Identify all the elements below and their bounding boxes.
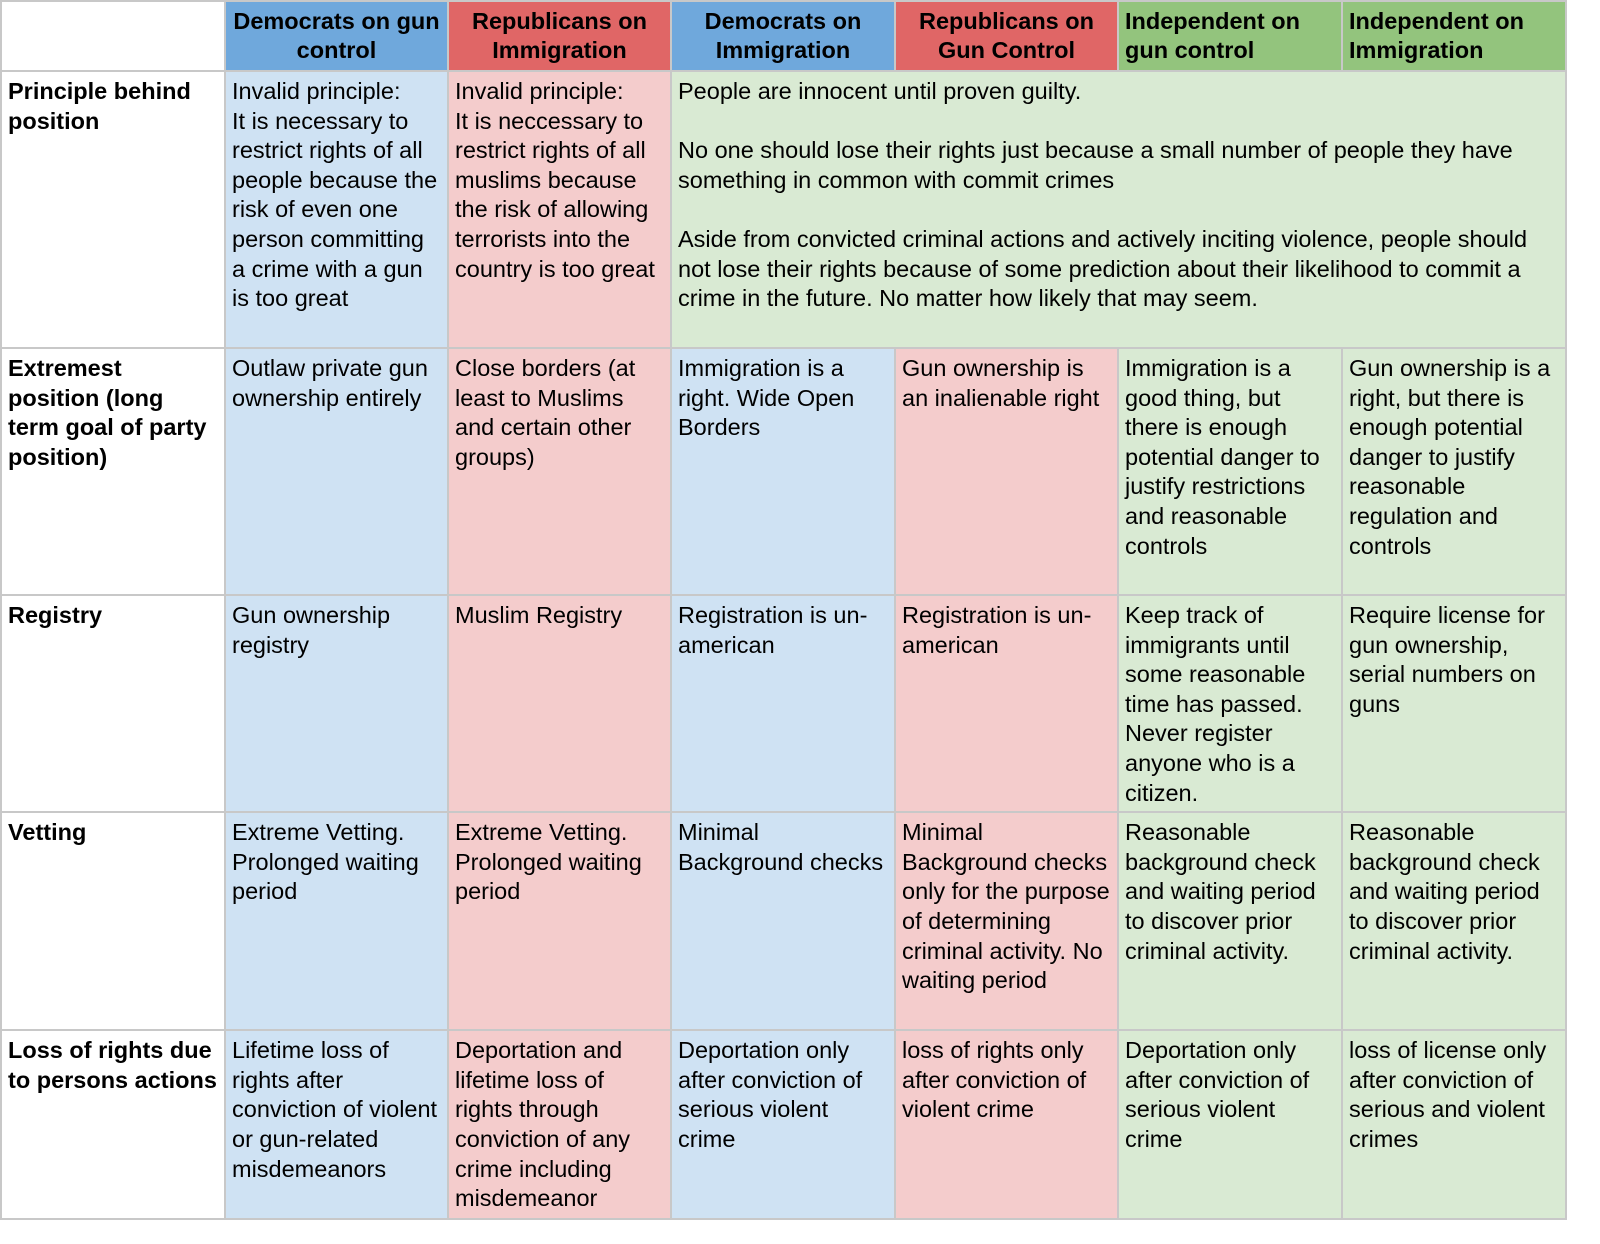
table-cell: Minimal Background checks only for the p… (894, 811, 1119, 1032)
row-label: Extremest position (long term goal of pa… (0, 347, 226, 596)
row-label: Registry (0, 593, 226, 814)
header-democrats-immigration: Democrats on Immigration (670, 0, 896, 72)
table-cell: Gun ownership is a right, but there is e… (1341, 347, 1567, 596)
row-label: Vetting (0, 811, 226, 1032)
table-cell: Extreme Vetting. Prolonged waiting perio… (224, 811, 449, 1032)
table-cell: Outlaw private gun ownership entirely (224, 347, 449, 596)
corner-cell (0, 0, 226, 72)
row-label: Loss of rights due to persons actions (0, 1029, 226, 1221)
table-cell: Deportation only after conviction of ser… (1117, 1029, 1343, 1221)
table-cell: Deportation only after conviction of ser… (670, 1029, 896, 1221)
table-cell: Invalid principle: It is neccessary to r… (447, 70, 672, 349)
party-positions-table: Democrats on gun control Republicans on … (0, 0, 1567, 1221)
table-row-loss-of-rights: Loss of rights due to persons actions Li… (0, 1029, 1567, 1221)
table-row-registry: Registry Gun ownership registry Muslim R… (0, 593, 1567, 814)
table-cell: Minimal Background checks (670, 811, 896, 1032)
table-cell: Keep track of immigrants until some reas… (1117, 593, 1343, 814)
header-republicans-immigration: Republicans on Immigration (447, 0, 672, 72)
table-cell: Gun ownership registry (224, 593, 449, 814)
table-cell: Immigration is a good thing, but there i… (1117, 347, 1343, 596)
table-cell: Registration is un-american (894, 593, 1119, 814)
table-row-extremest: Extremest position (long term goal of pa… (0, 347, 1567, 596)
table-cell: Deportation and lifetime loss of rights … (447, 1029, 672, 1221)
merged-principle-cell: People are innocent until proven guilty.… (670, 70, 1567, 349)
header-democrats-gun-control: Democrats on gun control (224, 0, 449, 72)
table-cell: Lifetime loss of rights after conviction… (224, 1029, 449, 1221)
table-cell: Reasonable background check and waiting … (1117, 811, 1343, 1032)
table-cell: Registration is un-american (670, 593, 896, 814)
table-cell: Gun ownership is an inalienable right (894, 347, 1119, 596)
header-row: Democrats on gun control Republicans on … (0, 0, 1567, 72)
table-cell: loss of rights only after conviction of … (894, 1029, 1119, 1221)
row-label: Principle behind position (0, 70, 226, 349)
header-independent-immigration: Independent on Immigration (1341, 0, 1567, 72)
header-republicans-gun-control: Republicans on Gun Control (894, 0, 1119, 72)
table-cell: Close borders (at least to Muslims and c… (447, 347, 672, 596)
table-cell: Immigration is a right. Wide Open Border… (670, 347, 896, 596)
table-cell: Muslim Registry (447, 593, 672, 814)
table-row-vetting: Vetting Extreme Vetting. Prolonged waiti… (0, 811, 1567, 1032)
table-cell: Require license for gun ownership, seria… (1341, 593, 1567, 814)
table-cell: Reasonable background check and waiting … (1341, 811, 1567, 1032)
table-row-principle: Principle behind position Invalid princi… (0, 70, 1567, 349)
table-cell: Invalid principle: It is necessary to re… (224, 70, 449, 349)
table-cell: loss of license only after conviction of… (1341, 1029, 1567, 1221)
header-independent-gun-control: Independent on gun control (1117, 0, 1343, 72)
table-cell: Extreme Vetting. Prolonged waiting perio… (447, 811, 672, 1032)
